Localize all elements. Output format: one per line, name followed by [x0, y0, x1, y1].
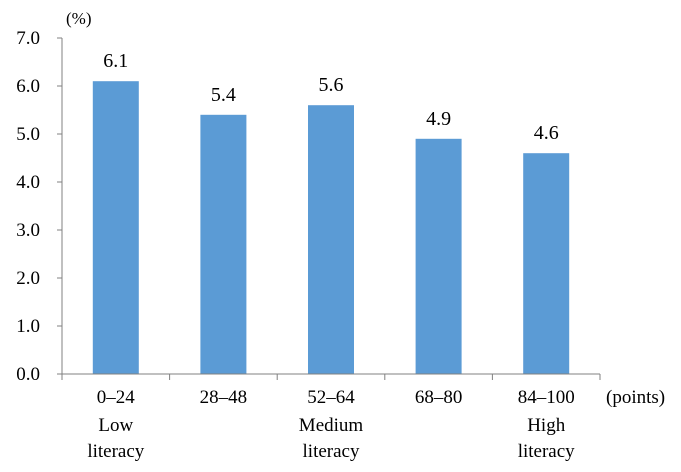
x-category-sublabel: Medium: [299, 415, 364, 436]
bar-value-label: 5.4: [211, 84, 236, 106]
x-category-sublabel: literacy: [303, 441, 360, 462]
y-tick-label: 6.0: [16, 76, 40, 97]
data-labels: 6.1 5.4 5.6 4.9 4.6: [103, 50, 558, 144]
y-tick-label: 7.0: [16, 28, 40, 49]
x-axis-ticks: [61, 374, 601, 380]
bar-value-label: 4.6: [534, 122, 559, 144]
y-tick-label: 3.0: [16, 220, 40, 241]
x-category-sublabel: High: [527, 415, 566, 436]
y-tick-label: 5.0: [16, 124, 40, 145]
x-category-label: 28–48: [200, 387, 248, 408]
x-category-label: 68–80: [415, 387, 463, 408]
x-category-sublabel: literacy: [518, 441, 575, 462]
x-category-label: 52–64: [307, 387, 355, 408]
y-tick-label: 1.0: [16, 316, 40, 337]
bar: [308, 105, 354, 374]
x-axis-categories: 0–24 Low literacy 28–48 52–64 Medium literacy 6…: [87, 387, 575, 462]
bar: [523, 153, 570, 374]
bar-value-label: 5.6: [319, 74, 344, 96]
x-category-label: 84–100: [518, 387, 575, 408]
x-axis-unit: (points): [606, 387, 665, 408]
y-axis-unit: (%): [66, 9, 91, 28]
y-axis-ticks: 0.0 1.0 2.0 3.0 4.0 5.0 6.0 7.0: [16, 28, 62, 385]
bar: [92, 81, 139, 374]
y-tick-label: 0.0: [16, 364, 40, 385]
y-tick-label: 2.0: [16, 268, 40, 289]
bar-value-label: 4.9: [426, 108, 451, 130]
x-category-sublabel: Low: [98, 415, 133, 436]
bar: [415, 138, 462, 374]
x-category-sublabel: literacy: [87, 441, 144, 462]
bar: [200, 114, 247, 375]
x-category-label: 0–24: [97, 387, 136, 408]
bars: [92, 81, 570, 375]
y-tick-label: 4.0: [16, 172, 40, 193]
bar-value-label: 6.1: [103, 50, 128, 72]
